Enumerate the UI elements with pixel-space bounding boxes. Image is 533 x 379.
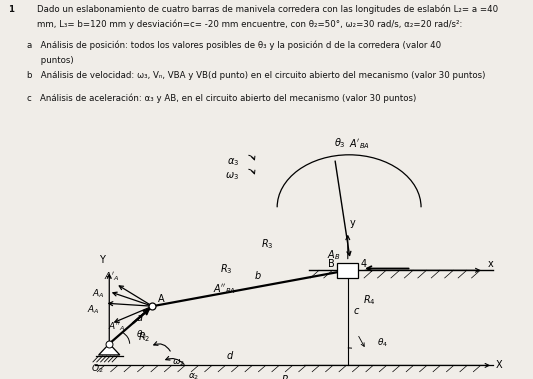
Text: $O_2$: $O_2$ [91, 363, 103, 376]
Text: b: b [254, 271, 261, 280]
Text: $A'_{BA}$: $A'_{BA}$ [349, 138, 370, 151]
Text: $\theta_4$: $\theta_4$ [377, 337, 387, 349]
Text: $R_4$: $R_4$ [363, 293, 376, 307]
Text: $A'_A$: $A'_A$ [104, 270, 119, 283]
Text: x: x [487, 258, 493, 268]
Text: B: B [328, 258, 335, 268]
Text: 1: 1 [8, 5, 14, 14]
Text: $\omega_3$: $\omega_3$ [225, 170, 239, 182]
Text: $R_2$: $R_2$ [138, 330, 150, 344]
Text: a   Análisis de posición: todos los valores posibles de θ₃ y la posición d de la: a Análisis de posición: todos los valore… [27, 41, 441, 50]
Text: $\theta_2$: $\theta_2$ [135, 329, 147, 341]
Text: $A_A$: $A_A$ [92, 288, 104, 300]
Text: $\alpha_3$: $\alpha_3$ [227, 156, 239, 168]
Text: $R_3$: $R_3$ [220, 262, 232, 276]
Text: $\alpha_2$: $\alpha_2$ [188, 371, 199, 379]
Text: $A_A$: $A_A$ [87, 304, 100, 316]
Text: Dado un eslabonamiento de cuatro barras de manivela corredera con las longitudes: Dado un eslabonamiento de cuatro barras … [37, 5, 498, 14]
Text: $R_1$: $R_1$ [280, 373, 293, 379]
Text: $\theta_3$: $\theta_3$ [334, 136, 345, 150]
Text: $R_3$: $R_3$ [261, 237, 274, 251]
Text: a: a [136, 313, 143, 323]
Text: y: y [350, 218, 356, 228]
Bar [337, 263, 358, 278]
Text: c   Análisis de aceleración: α₃ y AB, en el circuito abierto del mecanismo (valo: c Análisis de aceleración: α₃ y AB, en e… [27, 94, 416, 103]
Text: X: X [496, 360, 502, 370]
Text: $A_B$: $A_B$ [327, 248, 341, 262]
Text: 4: 4 [361, 258, 367, 268]
Text: $A''_{BA}$: $A''_{BA}$ [213, 283, 236, 296]
Text: b   Análisis de velocidad: ω₃, Vₙ, VBA y VB(d punto) en el circuito abierto del : b Análisis de velocidad: ω₃, Vₙ, VBA y V… [27, 71, 485, 80]
Text: $\omega_2$: $\omega_2$ [172, 357, 185, 368]
Polygon shape [99, 344, 120, 355]
Text: Y: Y [99, 255, 104, 265]
Text: $A''_A$: $A''_A$ [108, 321, 125, 334]
Text: A: A [158, 294, 165, 304]
Text: puntos): puntos) [27, 56, 73, 65]
Text: d: d [226, 351, 232, 361]
Text: c: c [353, 306, 359, 316]
Text: mm, L₃= b=120 mm y desviación=c= -20 mm encuentre, con θ₂=50°, ω₂=30 rad/s, α₂=2: mm, L₃= b=120 mm y desviación=c= -20 mm … [37, 20, 463, 29]
